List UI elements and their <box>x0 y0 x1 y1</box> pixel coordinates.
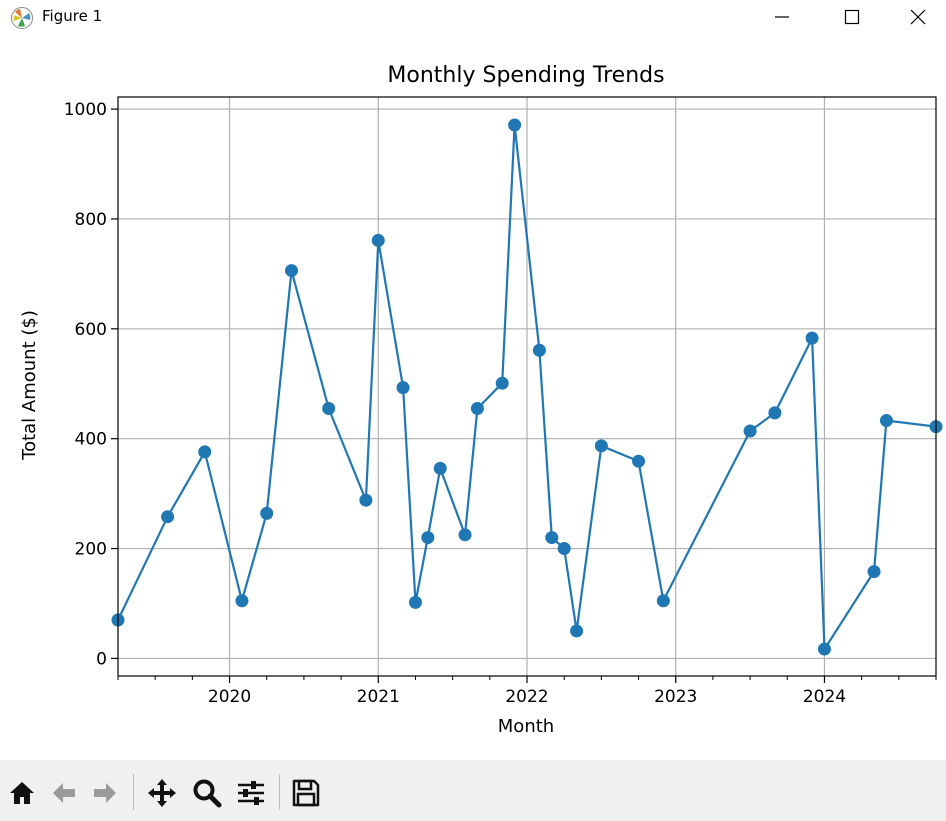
x-tick-label: 2021 <box>357 687 400 707</box>
toolbar-separator <box>279 774 280 810</box>
toolbar-separator <box>133 774 134 810</box>
x-tick-label: 2023 <box>654 687 697 707</box>
pan-button[interactable] <box>145 776 179 810</box>
forward-arrow-icon <box>94 783 116 803</box>
x-axis-label: Month <box>498 716 554 737</box>
y-tick-label: 400 <box>75 430 107 450</box>
x-tick-label: 2022 <box>505 687 548 707</box>
maximize-button[interactable] <box>820 0 884 34</box>
data-point <box>632 454 646 468</box>
axes-frame <box>117 96 937 677</box>
home-icon <box>10 782 34 804</box>
data-point <box>260 506 274 520</box>
data-point <box>879 414 893 428</box>
data-point <box>495 376 509 390</box>
data-point <box>198 445 212 459</box>
data-point <box>656 594 670 608</box>
pan-move-icon <box>148 779 176 807</box>
window-title: Figure 1 <box>42 7 103 25</box>
data-point <box>557 542 571 556</box>
configure-subplots-icon <box>238 781 264 805</box>
y-axis-label: Total Amount ($) <box>19 310 40 461</box>
data-point <box>421 531 435 545</box>
data-point <box>867 565 881 579</box>
save-button[interactable] <box>289 776 323 810</box>
data-point <box>743 424 757 438</box>
minimize-icon <box>775 16 789 18</box>
data-point <box>322 401 336 415</box>
data-point <box>235 594 249 608</box>
data-point <box>458 528 472 542</box>
zoom-magnifier-icon <box>193 779 222 808</box>
data-point <box>570 624 584 638</box>
y-tick-label: 1000 <box>64 100 107 120</box>
line-chart: 0 200 400 600 800 1000 2020 2021 2022 2023 2024 M… <box>19 63 943 737</box>
data-point <box>470 401 484 415</box>
back-button[interactable] <box>47 776 81 810</box>
x-axis-ticks: 2020 2021 2022 2023 2024 <box>117 676 937 707</box>
chart-title: Monthly Spending Trends <box>387 63 664 88</box>
data-point <box>359 493 373 507</box>
axes-spines <box>117 96 937 677</box>
navigation-toolbar <box>0 760 946 821</box>
minimize-button[interactable] <box>750 0 814 34</box>
y-tick-label: 200 <box>75 540 107 560</box>
data-point <box>408 595 422 609</box>
data-point <box>768 406 782 420</box>
data-point <box>805 331 819 345</box>
data-point <box>371 233 385 247</box>
forward-button[interactable] <box>88 776 122 810</box>
close-button[interactable] <box>890 0 946 34</box>
data-point <box>285 264 299 278</box>
y-tick-label: 600 <box>75 320 107 340</box>
figure-canvas[interactable]: 0 200 400 600 800 1000 2020 2021 2022 2023 2024 M… <box>0 40 946 760</box>
window-titlebar: Figure 1 <box>0 0 946 40</box>
matplotlib-logo-icon <box>11 7 33 29</box>
data-point <box>532 343 546 357</box>
data-point <box>594 439 608 453</box>
data-point <box>508 118 522 132</box>
data-series <box>111 118 943 656</box>
y-tick-label: 0 <box>96 649 107 669</box>
data-point <box>545 531 559 545</box>
close-icon <box>910 9 926 25</box>
y-tick-label: 800 <box>75 210 107 230</box>
data-point <box>161 510 175 524</box>
grid-lines <box>118 97 936 676</box>
maximize-icon <box>844 9 860 25</box>
x-tick-label: 2024 <box>803 687 846 707</box>
data-point <box>433 461 447 475</box>
configure-subplots-button[interactable] <box>234 776 268 810</box>
home-button[interactable] <box>5 776 39 810</box>
save-floppy-icon <box>292 779 320 807</box>
zoom-button[interactable] <box>190 776 224 810</box>
x-tick-label: 2020 <box>208 687 251 707</box>
back-arrow-icon <box>53 783 75 803</box>
data-point <box>396 381 410 395</box>
data-point <box>817 642 831 656</box>
y-axis-ticks: 0 200 400 600 800 1000 <box>64 100 118 669</box>
